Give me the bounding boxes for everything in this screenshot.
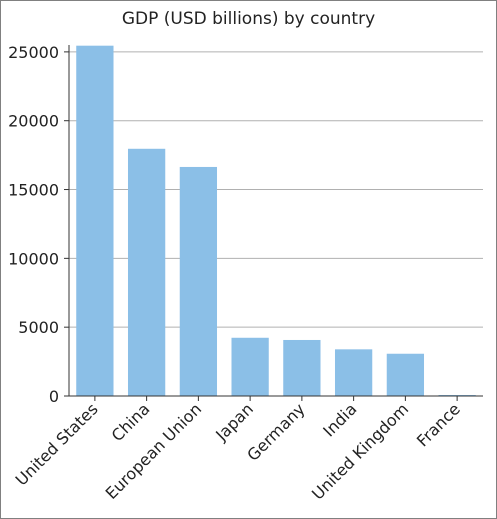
x-tick-label: United States — [12, 399, 102, 489]
bar-india — [334, 349, 373, 396]
x-tick-label: European Union — [102, 399, 206, 503]
x-tick-label: United Kingdom — [308, 399, 412, 503]
bars — [76, 45, 476, 397]
y-tick-label: 25000 — [8, 43, 59, 62]
bar-japan — [231, 337, 269, 396]
bar-germany — [283, 339, 321, 396]
chart-title: GDP (USD billions) by country — [121, 9, 376, 29]
x-tick-label: France — [413, 399, 464, 450]
y-tick-label: 10000 — [8, 249, 59, 268]
bar-european-union — [179, 166, 218, 396]
x-tick-label: China — [108, 399, 154, 445]
bar-united-kingdom — [386, 353, 425, 396]
gridlines — [69, 51, 483, 328]
bar-united-states — [76, 45, 114, 397]
x-tick-label: Japan — [211, 399, 257, 445]
y-tick-label: 20000 — [8, 112, 59, 131]
y-tick-label: 15000 — [8, 181, 59, 200]
bar-china — [127, 148, 166, 396]
x-tick-label: India — [319, 399, 360, 440]
y-tick-label: 0 — [49, 387, 59, 406]
axes — [64, 45, 483, 401]
y-tick-label: 5000 — [18, 318, 59, 337]
